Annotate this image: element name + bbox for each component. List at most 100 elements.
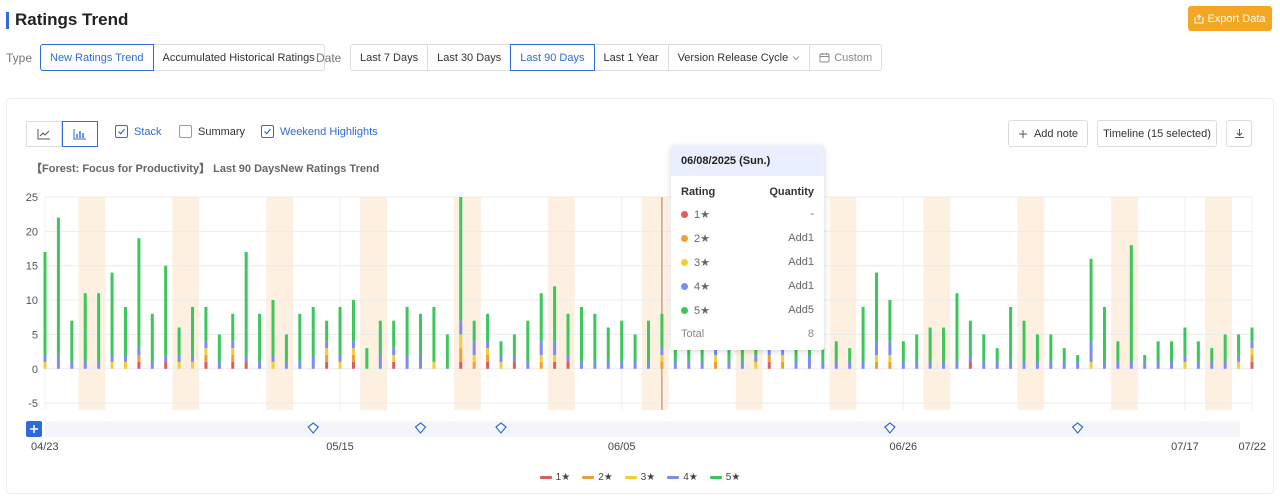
stack-check-box xyxy=(115,125,128,138)
tooltip-col-rating: Rating xyxy=(681,186,716,198)
add-note-label: Add note xyxy=(1033,127,1079,140)
bar-segment xyxy=(97,361,101,369)
type-option-accumulated[interactable]: Accumulated Historical Ratings xyxy=(152,44,325,71)
bar-segment xyxy=(499,361,503,369)
page-title-text: Ratings Trend xyxy=(15,10,129,29)
date-option-version-cycle[interactable]: Version Release Cycle xyxy=(667,44,811,71)
type-option-new-ratings[interactable]: New Ratings Trend xyxy=(40,44,154,71)
bar-segment xyxy=(526,320,530,362)
bar-segment xyxy=(56,217,60,356)
bar-segment xyxy=(539,293,543,342)
timeline-strip xyxy=(45,421,1240,437)
date-option-30-days[interactable]: Last 30 Days xyxy=(427,44,512,71)
date-option-custom[interactable]: Custom xyxy=(809,44,883,71)
type-segmented-control: New Ratings Trend Accumulated Historical… xyxy=(40,44,325,71)
title-accent-bar xyxy=(6,11,9,29)
bar-segment xyxy=(781,355,785,362)
bar-segment xyxy=(217,361,221,369)
bar-segment xyxy=(365,348,369,369)
line-view-toggle[interactable] xyxy=(26,121,62,147)
version-marker-icon xyxy=(1071,422,1084,434)
legend-item[interactable]: 2★ xyxy=(582,472,613,483)
version-marker-icon xyxy=(307,422,320,434)
version-marker-icon xyxy=(414,422,427,434)
tooltip-total-value: 8 xyxy=(807,328,814,340)
bar-segment xyxy=(754,355,758,362)
summary-checkbox[interactable]: Summary xyxy=(179,125,245,138)
bar-segment xyxy=(271,361,275,369)
tooltip-row-value: Add1 xyxy=(788,232,814,244)
bar-segment xyxy=(794,361,798,369)
date-option-7-days[interactable]: Last 7 Days xyxy=(350,44,429,71)
timeline-button[interactable]: Timeline (15 selected) xyxy=(1097,120,1217,147)
bar-segment xyxy=(311,355,315,369)
bar-segment xyxy=(566,313,570,356)
bar-segment xyxy=(512,334,516,356)
type-filter-label: Type xyxy=(6,51,33,65)
calendar-icon xyxy=(819,53,830,63)
tooltip-rating-text: 3★ xyxy=(694,256,710,269)
stack-checkbox[interactable]: Stack xyxy=(115,125,162,138)
bar-segment xyxy=(955,293,959,362)
bar-segment xyxy=(1049,361,1053,369)
bar-segment xyxy=(1116,341,1120,362)
bar-segment xyxy=(687,341,691,362)
bar-segment xyxy=(1129,245,1133,362)
bar-segment xyxy=(123,361,127,369)
bar-segment xyxy=(861,306,865,362)
bar-segment xyxy=(459,348,463,362)
bar-segment xyxy=(1250,327,1254,342)
bar-segment xyxy=(204,361,208,369)
tooltip-row: 1★ - xyxy=(671,202,824,226)
bar-segment xyxy=(553,286,557,342)
bar-segment xyxy=(325,320,329,342)
weekend-band xyxy=(641,197,669,410)
bar-segment xyxy=(1156,341,1160,362)
bar-segment xyxy=(137,355,141,362)
bar-segment xyxy=(1156,361,1160,369)
legend-item[interactable]: 1★ xyxy=(539,472,570,483)
download-button[interactable] xyxy=(1226,120,1252,147)
bar-segment xyxy=(1062,361,1066,369)
bar-segment xyxy=(1196,341,1200,362)
date-option-1-year[interactable]: Last 1 Year xyxy=(593,44,669,71)
bar-segment xyxy=(982,334,986,362)
y-tick-label: 0 xyxy=(32,364,38,376)
tooltip-date: 06/08/2025 (Sun.) xyxy=(671,146,824,176)
bar-segment xyxy=(472,355,476,362)
bar-segment xyxy=(164,355,168,362)
y-tick-label: 25 xyxy=(26,192,38,204)
bar-segment xyxy=(1196,361,1200,369)
bar-segment xyxy=(1035,361,1039,369)
legend-item[interactable]: 3★ xyxy=(624,472,655,483)
bar-segment xyxy=(338,355,342,362)
legend-item[interactable]: 4★ xyxy=(667,472,698,483)
export-data-button[interactable]: Export Data xyxy=(1188,6,1272,31)
tooltip-row-label: 3★ xyxy=(681,256,710,269)
bar-segment xyxy=(874,361,878,369)
bar-segment xyxy=(325,348,329,356)
bar-segment xyxy=(486,361,490,369)
date-option-90-days[interactable]: Last 90 Days xyxy=(510,44,595,71)
bar-segment xyxy=(633,361,637,369)
bar-segment xyxy=(459,334,463,349)
legend-item[interactable]: 5★ xyxy=(709,472,740,483)
bar-view-toggle[interactable] xyxy=(62,121,98,147)
weekend-band xyxy=(547,197,575,410)
weekend-highlights-checkbox[interactable]: Weekend Highlights xyxy=(261,125,378,138)
weekend-band xyxy=(360,197,387,410)
weekend-band xyxy=(1111,197,1139,410)
bar-segment xyxy=(486,348,490,356)
bar-segment xyxy=(378,320,382,356)
bar-segment xyxy=(378,355,382,369)
bar-segment xyxy=(486,355,490,362)
bar-segment xyxy=(56,355,60,369)
bar-segment xyxy=(714,348,718,356)
tooltip-row-label: 1★ xyxy=(681,208,710,221)
legend-swatch xyxy=(539,476,552,479)
add-note-button[interactable]: Add note xyxy=(1008,120,1088,147)
bar-segment xyxy=(459,361,463,369)
bar-segment xyxy=(727,361,731,369)
bar-segment xyxy=(177,355,181,362)
bar-segment xyxy=(110,361,114,369)
